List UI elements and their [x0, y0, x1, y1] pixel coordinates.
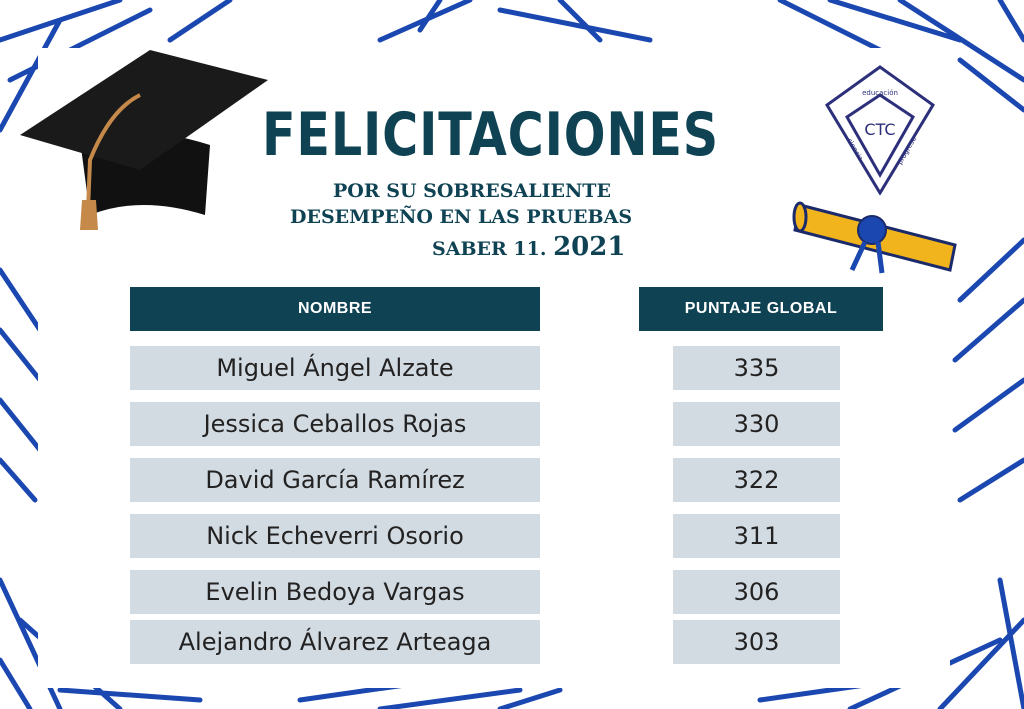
student-name: Evelin Bedoya Vargas: [130, 570, 540, 614]
student-score: 306: [673, 570, 840, 614]
student-name: Alejandro Álvarez Arteaga: [130, 620, 540, 664]
svg-text:CTC: CTC: [864, 120, 895, 139]
subtitle-line1: POR SU SOBRESALIENTE: [333, 180, 611, 202]
student-name: Miguel Ángel Alzate: [130, 346, 540, 390]
student-score: 303: [673, 620, 840, 664]
student-name: Nick Echeverri Osorio: [130, 514, 540, 558]
subtitle-line2: DESEMPEÑO EN LAS PRUEBAS: [290, 206, 633, 228]
student-score: 335: [673, 346, 840, 390]
header-score: PUNTAJE GLOBAL: [639, 287, 883, 331]
student-name: David García Ramírez: [130, 458, 540, 502]
student-score: 322: [673, 458, 840, 502]
svg-text:educación: educación: [862, 89, 898, 97]
student-score: 311: [673, 514, 840, 558]
graduation-cap-icon: [20, 50, 268, 230]
school-logo: CTC educación ciencia progreso: [825, 65, 935, 195]
page-title: FELICITACIONES: [262, 100, 720, 170]
subtitle-line3: SABER 11.: [432, 238, 547, 260]
header-name: NOMBRE: [130, 287, 540, 331]
diploma-scroll-icon: [792, 201, 957, 274]
student-score: 330: [673, 402, 840, 446]
student-name: Jessica Ceballos Rojas: [130, 402, 540, 446]
subtitle-year: 2021: [553, 232, 626, 262]
